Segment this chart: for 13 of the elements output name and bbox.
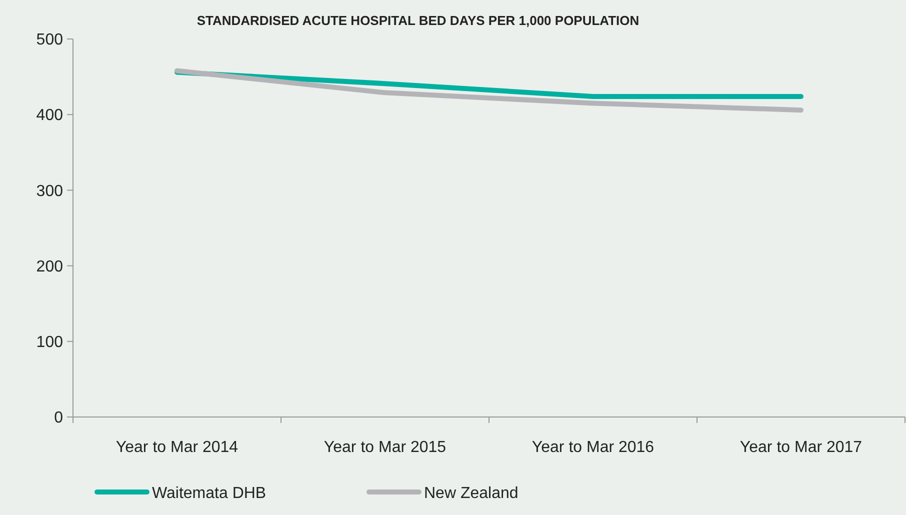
y-tick-label: 200: [36, 258, 64, 276]
x-tick-label: Year to Mar 2016: [532, 439, 654, 456]
x-tick-label: Year to Mar 2017: [740, 439, 862, 456]
y-tick-label: 100: [36, 334, 64, 351]
x-tick-label: Year to Mar 2014: [116, 439, 238, 456]
y-tick-label: 500: [36, 32, 64, 49]
legend-label: Waitemata DHB: [152, 485, 266, 502]
y-tick-label: 300: [36, 182, 64, 200]
chart-title: STANDARDISED ACUTE HOSPITAL BED DAYS PER 1,000 POPULATION: [196, 13, 640, 28]
y-tick-label: 400: [36, 107, 64, 124]
x-tick-label: Year to Mar 2015: [324, 439, 446, 456]
y-tick-label: 0: [54, 410, 64, 427]
legend-label: New Zealand: [424, 485, 518, 502]
